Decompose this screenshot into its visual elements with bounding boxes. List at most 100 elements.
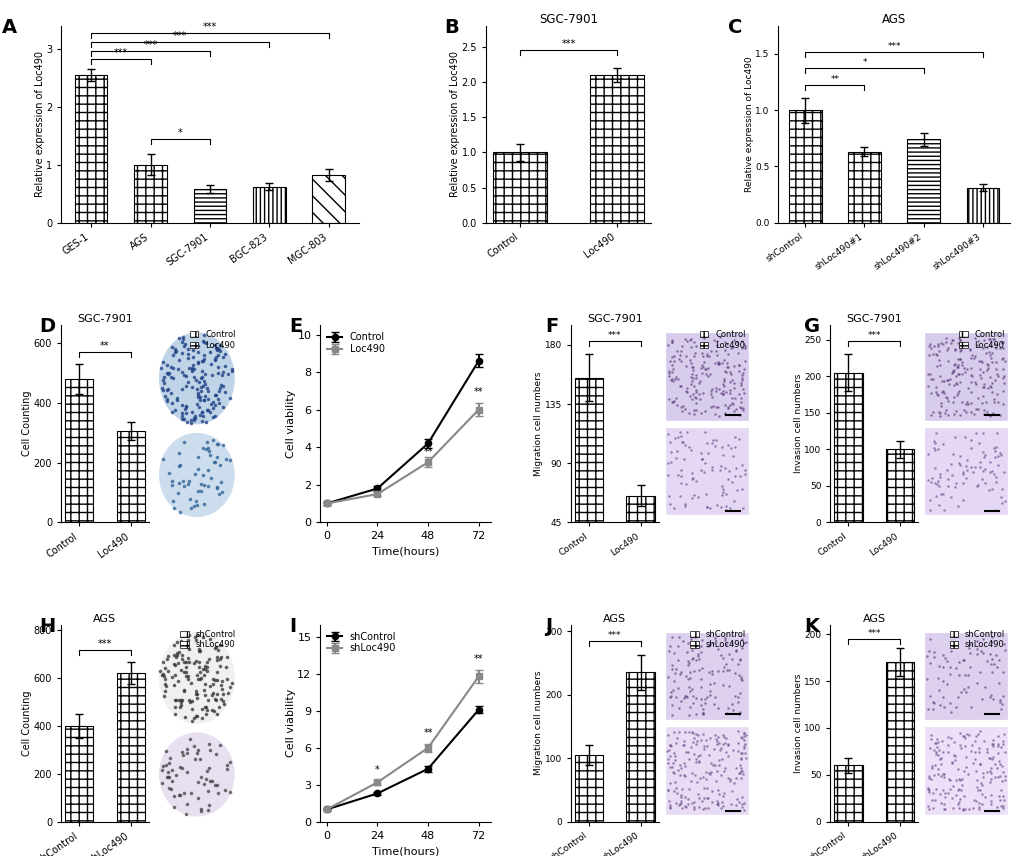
Point [938,373,955,387]
Point [202,448,218,461]
Point [712,488,729,502]
Point [664,756,681,770]
Point [682,340,698,354]
Point [732,752,748,765]
Point [684,374,700,388]
Text: B: B [444,18,459,37]
Point [214,438,230,452]
Point [714,353,731,366]
Point [212,739,228,752]
Point [737,728,753,741]
Point [196,497,212,511]
Point [689,776,705,789]
Point [704,758,720,772]
Point [987,440,1004,454]
Point [676,738,692,752]
Point [736,337,752,351]
Point [164,764,180,777]
Bar [884,663,913,822]
Point [170,460,186,473]
Point [734,401,750,414]
Point [716,366,733,379]
Point [973,464,989,478]
Point [723,391,740,405]
Point [173,695,190,709]
Point [171,447,187,461]
Point [209,480,225,494]
Point [694,706,710,720]
Point [733,482,749,496]
Point [689,490,705,504]
Point [196,683,212,697]
Point [696,466,712,479]
Point [936,331,953,345]
Point [983,332,1000,346]
Point [201,799,217,812]
Point [732,762,748,776]
Point [715,786,732,800]
Point [678,669,694,683]
Point [673,800,689,814]
Point [692,692,708,705]
Text: **: ** [423,447,432,456]
Point [679,382,695,395]
Point [204,703,220,716]
Point [692,393,708,407]
Point [172,788,189,802]
Point [726,495,742,508]
Point [964,465,980,479]
Point [181,628,198,642]
Point [205,673,221,687]
Point [168,344,184,358]
Point [971,758,987,771]
Point [687,691,703,704]
Point [199,403,215,417]
Point [224,364,240,377]
Point [986,770,1003,784]
Point [216,348,232,361]
Point [214,366,230,379]
Point [214,694,230,708]
Point [985,443,1002,457]
Point [991,341,1008,354]
Point [727,645,743,658]
Point [160,367,176,381]
Point [968,479,984,492]
Point [950,772,966,786]
Point [691,754,707,768]
Point [716,631,733,645]
Point [725,743,741,757]
Point [728,461,744,475]
Point [978,361,995,375]
Point [678,349,694,363]
Point [988,425,1005,439]
Point [713,384,730,398]
Point [673,469,689,483]
Point [669,653,686,667]
Point [737,354,753,367]
Point [716,461,733,475]
Point [729,724,745,738]
Point [707,384,723,398]
Point [924,372,941,386]
Point [222,785,238,799]
Point [668,468,685,482]
Point [685,664,701,678]
Point [960,728,976,742]
Text: ***: *** [173,31,187,41]
Point [168,394,184,407]
Point [981,690,998,704]
Point [963,369,979,383]
Point [671,725,687,739]
Point [687,474,703,488]
Point [702,383,718,397]
Title: AGS: AGS [94,614,116,624]
Point [701,687,717,701]
Point [197,700,213,714]
Point [971,455,987,469]
Point [685,802,701,816]
Point [155,452,171,466]
Point [199,403,215,417]
Point [695,791,711,805]
Point [183,694,200,708]
